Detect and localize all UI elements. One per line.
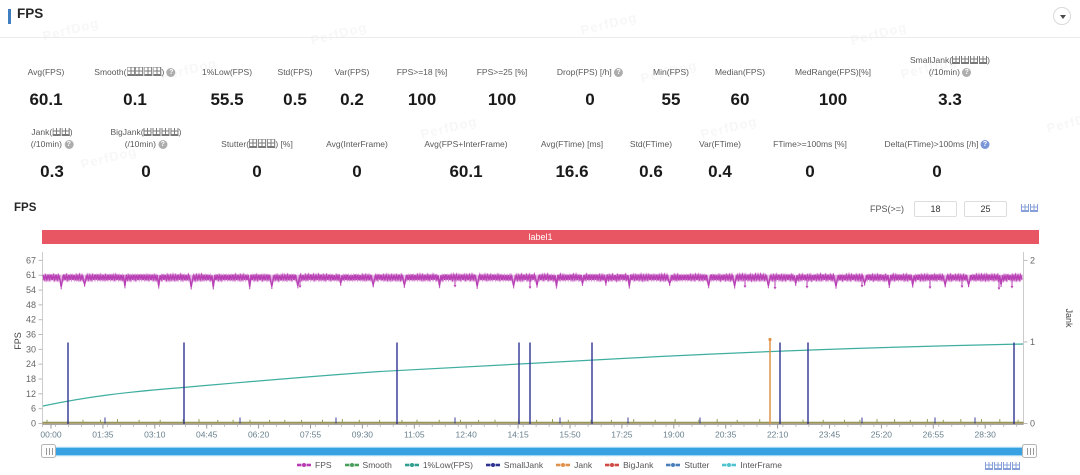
svg-text:6: 6 <box>31 404 36 414</box>
svg-text:15:50: 15:50 <box>559 430 581 440</box>
svg-text:18: 18 <box>26 374 36 384</box>
svg-text:36: 36 <box>26 330 36 340</box>
svg-text:54: 54 <box>26 285 36 295</box>
svg-text:48: 48 <box>26 300 36 310</box>
svg-text:22:10: 22:10 <box>767 430 789 440</box>
svg-text:19:00: 19:00 <box>663 430 685 440</box>
svg-text:12:40: 12:40 <box>456 430 478 440</box>
svg-text:26:55: 26:55 <box>923 430 945 440</box>
svg-text:42: 42 <box>26 315 36 325</box>
svg-text:12: 12 <box>26 389 36 399</box>
svg-text:06:20: 06:20 <box>248 430 270 440</box>
svg-text:00:00: 00:00 <box>40 430 62 440</box>
svg-text:61: 61 <box>26 270 36 280</box>
svg-text:14:15: 14:15 <box>507 430 529 440</box>
svg-text:FPS: FPS <box>13 332 23 350</box>
svg-text:30: 30 <box>26 344 36 354</box>
svg-text:11:05: 11:05 <box>404 430 425 440</box>
svg-text:1: 1 <box>1030 337 1035 347</box>
svg-text:04:45: 04:45 <box>196 430 218 440</box>
svg-text:28:30: 28:30 <box>975 430 997 440</box>
svg-text:Jank: Jank <box>1064 308 1074 328</box>
svg-text:67: 67 <box>26 255 36 265</box>
svg-text:20:35: 20:35 <box>715 430 737 440</box>
svg-text:25:20: 25:20 <box>871 430 893 440</box>
svg-text:07:55: 07:55 <box>300 430 322 440</box>
svg-text:0: 0 <box>31 419 36 429</box>
svg-text:2: 2 <box>1030 255 1035 265</box>
svg-text:0: 0 <box>1030 419 1035 429</box>
svg-text:09:30: 09:30 <box>352 430 374 440</box>
svg-text:24: 24 <box>26 359 36 369</box>
svg-text:03:10: 03:10 <box>144 430 166 440</box>
svg-text:17:25: 17:25 <box>611 430 633 440</box>
svg-text:01:35: 01:35 <box>92 430 114 440</box>
svg-text:23:45: 23:45 <box>819 430 841 440</box>
